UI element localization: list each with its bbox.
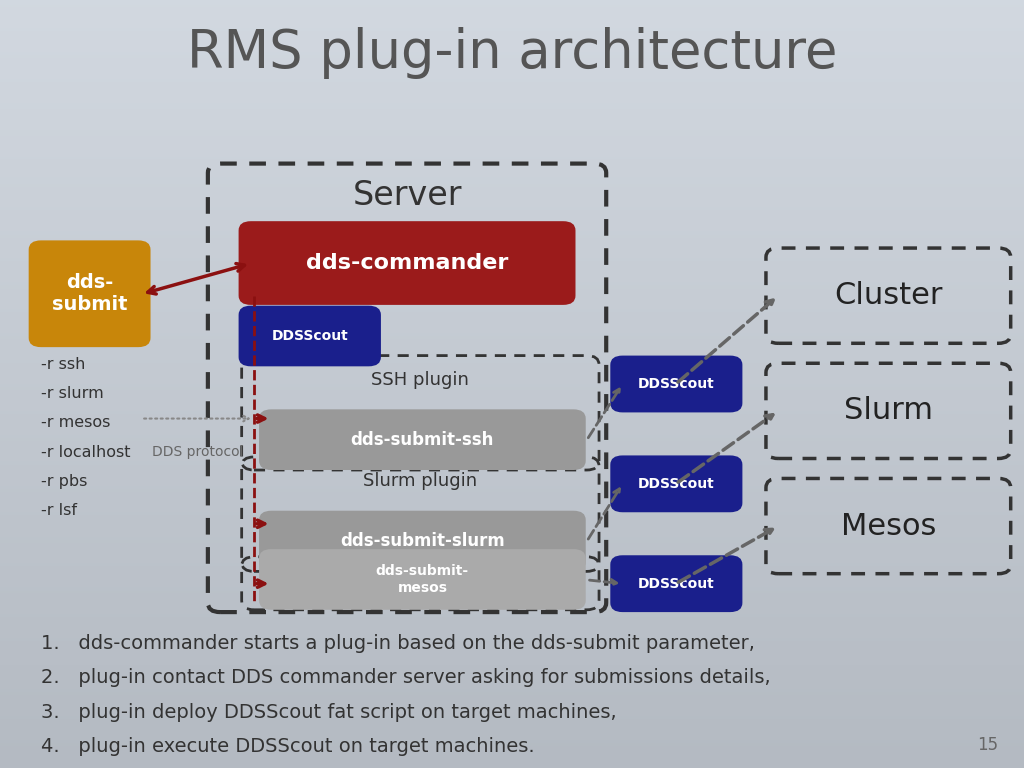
Text: -r mesos: -r mesos (41, 415, 111, 431)
Text: Slurm: Slurm (844, 396, 933, 425)
FancyBboxPatch shape (239, 221, 575, 305)
Text: -r lsf: -r lsf (41, 503, 77, 518)
Text: RMS plug-in architecture: RMS plug-in architecture (186, 27, 838, 79)
FancyBboxPatch shape (610, 356, 742, 412)
Text: Slurm plugin: Slurm plugin (364, 472, 477, 490)
Text: DDSScout: DDSScout (638, 377, 715, 391)
Text: dds-submit-slurm: dds-submit-slurm (340, 532, 505, 550)
Text: Server: Server (352, 179, 462, 212)
Text: DDS protocol: DDS protocol (152, 445, 244, 459)
Text: dds-submit-
mesos: dds-submit- mesos (376, 564, 469, 594)
Text: 15: 15 (977, 737, 998, 754)
Text: 1.   dds-commander starts a plug-in based on the dds-submit parameter,: 1. dds-commander starts a plug-in based … (41, 634, 755, 653)
FancyBboxPatch shape (610, 455, 742, 512)
Text: -r slurm: -r slurm (41, 386, 103, 402)
Text: 3.   plug-in deploy DDSScout fat script on target machines,: 3. plug-in deploy DDSScout fat script on… (41, 703, 616, 722)
Text: 2.   plug-in contact DDS commander server asking for submissions details,: 2. plug-in contact DDS commander server … (41, 668, 771, 687)
Text: dds-commander: dds-commander (306, 253, 508, 273)
Text: -r pbs: -r pbs (41, 474, 87, 489)
Text: Cluster: Cluster (835, 281, 942, 310)
FancyBboxPatch shape (259, 549, 586, 610)
FancyBboxPatch shape (259, 511, 586, 571)
Text: DDSScout: DDSScout (638, 477, 715, 491)
Text: DDSScout: DDSScout (271, 329, 348, 343)
FancyBboxPatch shape (29, 240, 151, 347)
Text: DDSScout: DDSScout (638, 577, 715, 591)
Text: SSH plugin: SSH plugin (372, 371, 469, 389)
FancyBboxPatch shape (610, 555, 742, 612)
Text: -r localhost: -r localhost (41, 445, 130, 460)
Text: Mesos plugin: Mesos plugin (361, 572, 479, 590)
Text: Mesos: Mesos (841, 511, 936, 541)
FancyBboxPatch shape (239, 306, 381, 366)
Text: dds-submit-ssh: dds-submit-ssh (350, 431, 495, 449)
Text: dds-
submit: dds- submit (52, 273, 127, 314)
FancyBboxPatch shape (259, 409, 586, 470)
Text: -r ssh: -r ssh (41, 357, 85, 372)
Text: 4.   plug-in execute DDSScout on target machines.: 4. plug-in execute DDSScout on target ma… (41, 737, 535, 756)
